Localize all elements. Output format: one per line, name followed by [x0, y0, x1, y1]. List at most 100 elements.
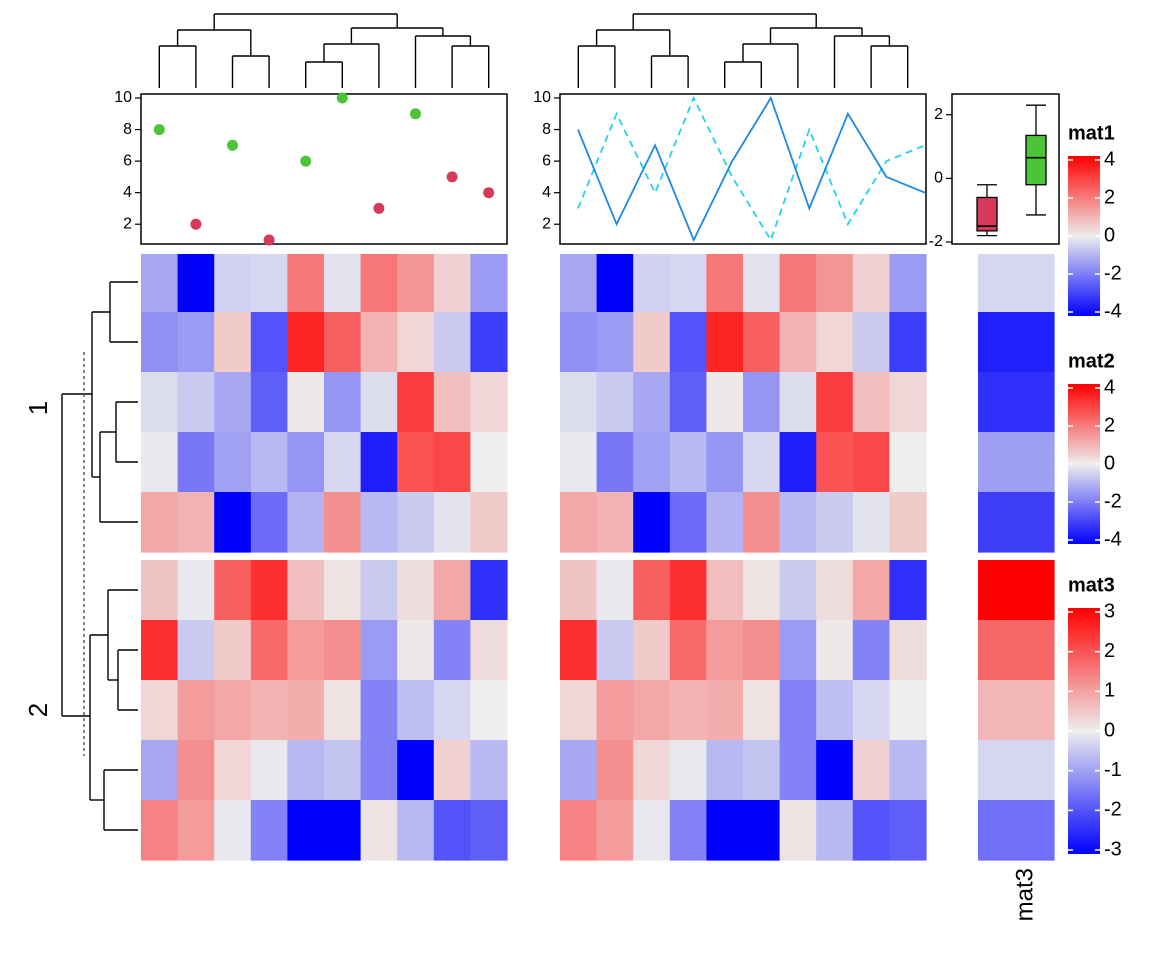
mat1-cell — [360, 432, 398, 493]
legend-tick-label: 4 — [1104, 376, 1115, 398]
mat1-cell — [287, 740, 325, 801]
mat2-cell — [633, 740, 671, 801]
mat2-cell — [852, 800, 890, 861]
mat2-cell — [669, 492, 707, 553]
mat2-cell — [560, 312, 598, 373]
mat2-cell — [743, 560, 781, 621]
mat1-cell — [433, 372, 471, 433]
mat1-cell — [177, 560, 215, 621]
mat1-legend: mat1 4 2 0 -2 -4 — [1068, 122, 1122, 322]
mat1-cell — [470, 432, 508, 493]
mat2-cell — [816, 254, 854, 313]
mat2-cell — [633, 560, 671, 621]
scatter-point — [227, 139, 238, 151]
mat1-cell — [470, 740, 508, 801]
mat1-cell — [141, 254, 179, 313]
labels: 1 2 mat3 — [23, 401, 1038, 922]
mat1-cell — [324, 432, 362, 493]
mat2-cell — [743, 254, 781, 313]
mat1-cell — [287, 432, 325, 493]
mat1-cell — [250, 800, 288, 861]
mat1-cell — [177, 372, 215, 433]
mat1-cell — [360, 312, 398, 373]
mat2-cell — [889, 312, 927, 373]
scatter-point — [190, 218, 202, 230]
mat3-cell — [978, 800, 1055, 861]
mat3-cell — [978, 254, 1055, 313]
scatter-y-tick-label: 4 — [123, 184, 132, 201]
mat2-cell — [743, 620, 781, 681]
scatter-point — [446, 171, 458, 183]
mat2-cell — [779, 254, 817, 313]
mat1-cell — [287, 492, 325, 553]
mat3-cell — [978, 680, 1055, 741]
mat2-cell — [889, 560, 927, 621]
mat2-cell — [596, 312, 634, 373]
mat2-cell — [889, 680, 927, 741]
mat2-cell — [852, 620, 890, 681]
scatter-point — [336, 92, 348, 104]
mat2-legend: mat2 4 2 0 -2 -4 — [1068, 350, 1122, 550]
mat2-cell — [816, 620, 854, 681]
mat2-cell — [669, 432, 707, 493]
scatter-point — [153, 124, 165, 136]
mat2-cell — [816, 800, 854, 861]
legend-color-bar — [1068, 384, 1100, 544]
scatter-frame — [140, 93, 508, 245]
mat2-cell — [743, 492, 781, 553]
mat1-cell — [214, 560, 252, 621]
mat1-cell — [287, 312, 325, 373]
mat1-cell — [324, 560, 362, 621]
lines-frame — [559, 93, 927, 245]
mat2-cell — [816, 680, 854, 741]
scatter-point — [373, 202, 385, 214]
mat1-cell — [470, 372, 508, 433]
mat1-cell — [141, 800, 179, 861]
mat2-cell — [889, 432, 927, 493]
mat1-cell — [287, 254, 325, 313]
mat2-cell — [633, 680, 671, 741]
mat2-cell — [706, 492, 744, 553]
mat2-cell — [633, 254, 671, 313]
mat1-cell — [397, 492, 435, 553]
mat2-cell — [816, 492, 854, 553]
mat2-cell — [596, 800, 634, 861]
mat2-cell — [743, 740, 781, 801]
mat1-cell — [287, 560, 325, 621]
mat2-cell — [596, 492, 634, 553]
mat1-cell — [397, 560, 435, 621]
scatter-point — [300, 155, 312, 167]
mat3-cell — [978, 432, 1055, 493]
mat1-cell — [250, 312, 288, 373]
mat1-cell — [177, 312, 215, 373]
mat2-cell — [596, 432, 634, 493]
mat1-cell — [397, 620, 435, 681]
legend-tick-label: 0 — [1104, 719, 1115, 741]
mat2-cell — [779, 372, 817, 433]
mat1-cell — [287, 372, 325, 433]
legend-tick-label: 2 — [1104, 414, 1115, 436]
legend-color-bar — [1068, 608, 1100, 854]
box-body — [1025, 134, 1047, 186]
mat2-cell — [779, 492, 817, 553]
legend-title: mat3 — [1068, 574, 1115, 596]
boxplot-annotation-panel: 2 0 -2 — [929, 93, 1060, 250]
mat2-cell — [596, 372, 634, 433]
mat1-cell — [177, 492, 215, 553]
mat1-cell — [177, 432, 215, 493]
mat1-cell — [433, 680, 471, 741]
mat1-cell — [360, 560, 398, 621]
mat2-cell — [560, 492, 598, 553]
mat2-cell — [669, 372, 707, 433]
mat1-cell — [470, 492, 508, 553]
mat1-cell — [470, 560, 508, 621]
mat1-cell — [470, 312, 508, 373]
mat1-cell — [360, 492, 398, 553]
mat2-cell — [596, 254, 634, 313]
mat1-cell — [141, 432, 179, 493]
mat1-cell — [397, 740, 435, 801]
mat1-cell — [177, 620, 215, 681]
mat2-cell — [816, 372, 854, 433]
mat2-cell — [706, 254, 744, 313]
lines-y-tick-label: 10 — [533, 89, 551, 106]
